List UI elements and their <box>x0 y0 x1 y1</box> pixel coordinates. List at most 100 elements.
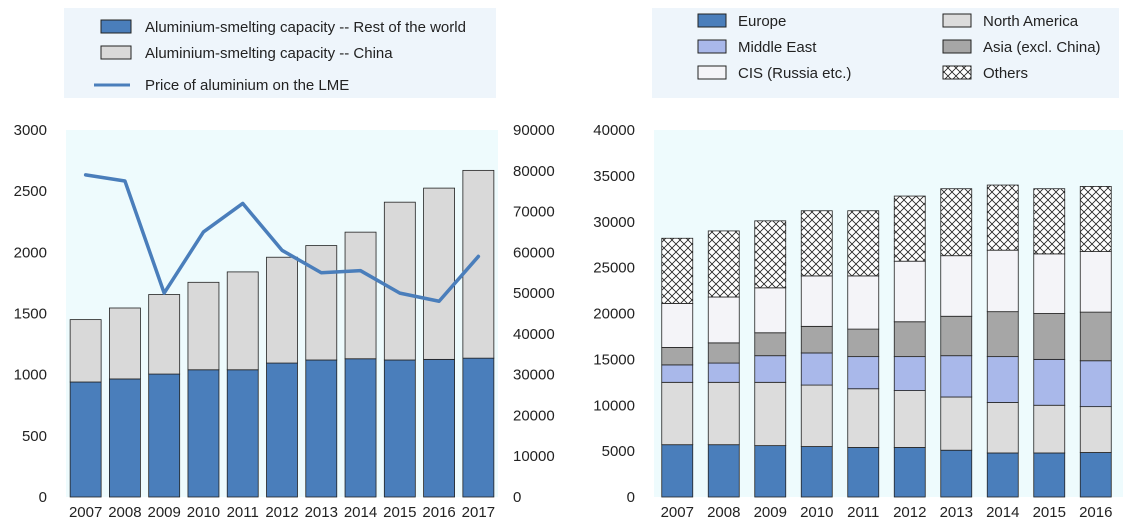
legend-label-rest-of-world: Aluminium-smelting capacity -- Rest of t… <box>145 19 466 36</box>
bar-middle-east-2016 <box>1079 360 1112 408</box>
bar-cis-russia-etc-2011 <box>847 275 880 330</box>
bar-aluminium-smelting-capacity-rest-of-the-world-2011 <box>226 369 259 498</box>
left-price-line <box>83 173 481 304</box>
legend-swatch-rest-of-world <box>100 19 132 34</box>
right-x-tick-label: 2014 <box>986 504 1019 521</box>
bar-aluminium-smelting-capacity-rest-of-the-world-2014 <box>344 358 377 498</box>
left-x-axis-ticks: 2007 2008 2009 2010 2011 2012 2013 2014 2015 2016… <box>69 504 495 521</box>
bar-aluminium-smelting-capacity-rest-of-the-world-2007 <box>69 381 102 498</box>
bar-north-america-2010 <box>800 384 833 447</box>
left-x-tick-label: 2012 <box>265 504 298 521</box>
bar-others-2011 <box>847 210 880 277</box>
right-y-tick-label: 30000 <box>593 214 635 231</box>
bar-cis-russia-etc-2015 <box>1033 253 1066 314</box>
legend-swatch-north-america <box>942 13 972 28</box>
legend-label-price: Price of aluminium on the LME <box>145 77 349 94</box>
bar-aluminium-smelting-capacity-china-2011 <box>226 271 259 371</box>
bar-north-america-2008 <box>707 381 740 446</box>
legend-swatch-europe <box>697 13 727 28</box>
bar-middle-east-2008 <box>707 362 740 383</box>
left-y-tick-label: 1500 <box>14 306 47 323</box>
left-x-tick-label: 2011 <box>227 504 259 521</box>
bar-north-america-2012 <box>893 390 926 448</box>
right-y-tick-label: 40000 <box>593 122 635 139</box>
bar-europe-2007 <box>661 444 694 498</box>
legend-label-north-america: North America <box>983 13 1079 30</box>
bar-north-america-2013 <box>940 396 973 451</box>
left-legend: Aluminium-smelting capacity -- Rest of t… <box>64 8 496 98</box>
left-y-tick-label: 2000 <box>14 244 47 261</box>
right-y-tick-label: 5000 <box>602 443 635 460</box>
bar-cis-russia-etc-2013 <box>940 255 973 317</box>
right-y-axis-ticks: 0 5000 10000 15000 20000 25000 30000 35000 40000 <box>593 122 635 506</box>
bar-aluminium-smelting-capacity-rest-of-the-world-2015 <box>383 359 416 498</box>
bar-asia-excl-china-2011 <box>847 328 880 358</box>
left-y-tick-label: 500 <box>22 428 47 445</box>
right-y-tick-label: 0 <box>627 489 635 506</box>
bar-middle-east-2011 <box>847 356 880 390</box>
bar-aluminium-smelting-capacity-rest-of-the-world-2008 <box>109 378 141 498</box>
bar-others-2007 <box>661 237 694 304</box>
left-y2-tick-label: 70000 <box>513 204 555 221</box>
right-x-tick-label: 2008 <box>707 504 740 521</box>
left-y2-tick-label: 80000 <box>513 163 555 180</box>
bar-cis-russia-etc-2010 <box>800 275 833 327</box>
right-y-tick-label: 25000 <box>593 260 635 277</box>
bar-middle-east-2015 <box>1033 358 1066 406</box>
legend-label-china: Aluminium-smelting capacity -- China <box>145 45 393 62</box>
legend-label-asia-excl-china: Asia (excl. China) <box>983 39 1101 56</box>
bar-aluminium-smelting-capacity-china-2014 <box>344 231 377 360</box>
right-x-tick-label: 2007 <box>661 504 694 521</box>
left-x-tick-label: 2009 <box>147 504 180 521</box>
bar-europe-2015 <box>1033 452 1066 498</box>
left-x-tick-label: 2008 <box>108 504 141 521</box>
bar-europe-2014 <box>986 452 1019 498</box>
bar-north-america-2009 <box>754 381 787 447</box>
bar-europe-2013 <box>940 449 973 498</box>
left-y-tick-label: 2500 <box>14 183 47 200</box>
left-chart: Aluminium-smelting capacity -- Rest of t… <box>14 8 555 521</box>
bar-aluminium-smelting-capacity-china-2013 <box>305 245 338 361</box>
bar-aluminium-smelting-capacity-rest-of-the-world-2012 <box>266 362 298 498</box>
bar-aluminium-smelting-capacity-china-2009 <box>148 294 181 375</box>
left-x-tick-label: 2007 <box>69 504 102 521</box>
bar-others-2013 <box>940 188 973 257</box>
bar-others-2008 <box>707 230 740 298</box>
legend-label-cis-russia-etc: CIS (Russia etc.) <box>738 65 851 82</box>
bar-others-2014 <box>986 184 1019 251</box>
bar-europe-2012 <box>893 447 926 498</box>
bar-aluminium-smelting-capacity-rest-of-the-world-2016 <box>423 358 455 498</box>
bar-europe-2010 <box>800 446 833 498</box>
bar-asia-excl-china-2010 <box>800 325 833 354</box>
bar-aluminium-smelting-capacity-china-2007 <box>69 319 102 383</box>
left-y2-tick-label: 90000 <box>513 122 555 139</box>
left-bars <box>69 169 495 498</box>
right-x-tick-label: 2011 <box>847 504 879 521</box>
left-y2-tick-label: 10000 <box>513 448 555 465</box>
bar-cis-russia-etc-2008 <box>707 296 740 344</box>
bar-asia-excl-china-2015 <box>1033 313 1066 360</box>
right-y-tick-label: 15000 <box>593 351 635 368</box>
bar-aluminium-smelting-capacity-rest-of-the-world-2010 <box>187 369 220 498</box>
bar-aluminium-smelting-capacity-rest-of-the-world-2017 <box>462 357 495 498</box>
bar-middle-east-2014 <box>986 356 1019 403</box>
bar-north-america-2016 <box>1079 406 1112 453</box>
bar-cis-russia-etc-2014 <box>986 249 1019 313</box>
bar-middle-east-2009 <box>754 355 787 383</box>
right-bars <box>661 184 1112 498</box>
bar-cis-russia-etc-2012 <box>893 260 926 323</box>
bar-north-america-2011 <box>847 388 880 448</box>
right-x-tick-label: 2016 <box>1079 504 1112 521</box>
bar-europe-2009 <box>754 445 787 498</box>
right-y-tick-label: 35000 <box>593 168 635 185</box>
bar-middle-east-2012 <box>893 356 926 391</box>
bar-north-america-2007 <box>661 381 694 446</box>
left-y2-tick-label: 60000 <box>513 244 555 261</box>
right-legend: Europe North America Middle East Asia (excl… <box>652 8 1119 98</box>
bar-asia-excl-china-2008 <box>707 342 740 364</box>
right-x-tick-label: 2015 <box>1033 504 1066 521</box>
bar-others-2015 <box>1033 188 1066 255</box>
right-x-tick-label: 2009 <box>754 504 787 521</box>
right-x-tick-label: 2010 <box>800 504 833 521</box>
legend-label-others: Others <box>983 65 1028 82</box>
